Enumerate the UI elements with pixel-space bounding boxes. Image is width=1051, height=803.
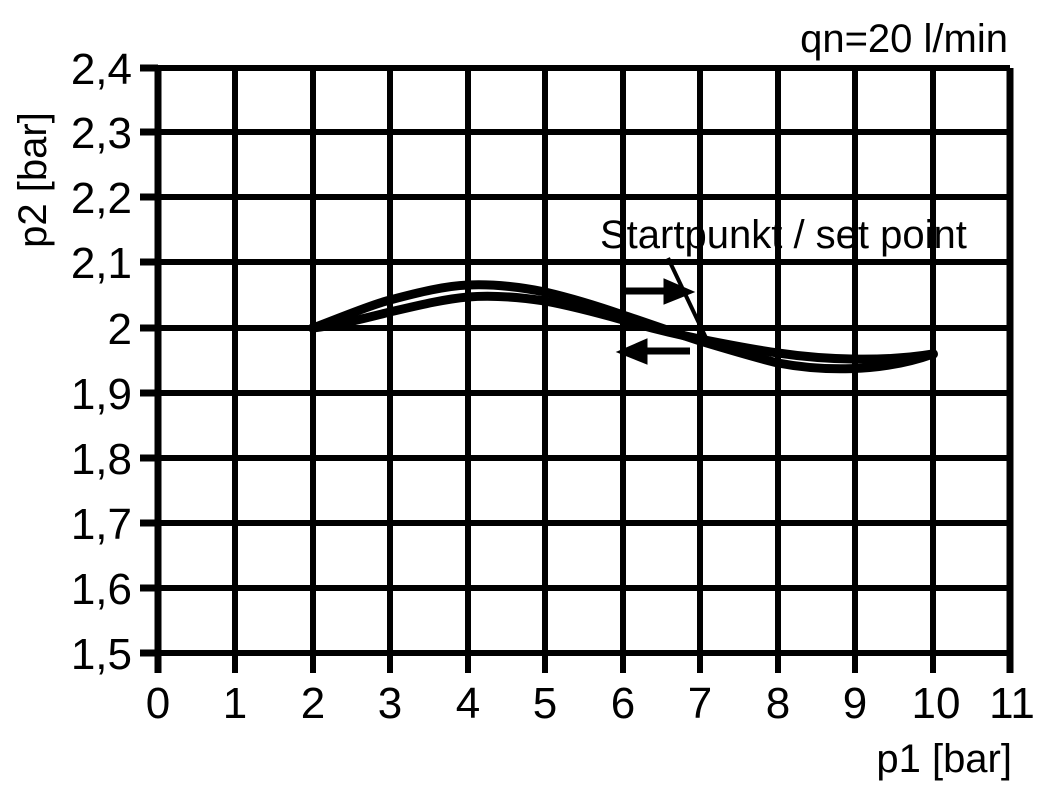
x-tick-labels: 0 1 2 3 4 5 6 7 8 9 10 11	[146, 679, 1035, 728]
xtick-label-2: 2	[301, 679, 325, 728]
xtick-label-8: 8	[766, 679, 790, 728]
xtick-label-9: 9	[843, 679, 867, 728]
arrow-left-icon	[615, 338, 690, 365]
xtick-label-3: 3	[378, 679, 402, 728]
y-axis-label: p2 [bar]	[11, 112, 55, 248]
ytick-label-2.0: 2	[108, 305, 132, 354]
start-point-marker	[308, 323, 318, 333]
ytick-label-2.1: 2,1	[71, 239, 132, 288]
ytick-label-1.7: 1,7	[71, 500, 132, 549]
xtick-label-6: 6	[611, 679, 635, 728]
ytick-label-1.5: 1,5	[71, 630, 132, 679]
xtick-label-11: 11	[989, 679, 1035, 728]
vertical-gridlines	[154, 68, 1014, 653]
xtick-label-5: 5	[533, 679, 557, 728]
ytick-label-2.4: 2,4	[71, 45, 132, 94]
y-axis-ticks	[140, 64, 158, 657]
horizontal-gridlines	[158, 65, 1010, 656]
curve-decreasing-p1	[308, 291, 938, 364]
ytick-label-2.3: 2,3	[71, 109, 132, 158]
xtick-label-1: 1	[223, 679, 247, 728]
xtick-label-7: 7	[688, 679, 712, 728]
x-axis-ticks	[154, 653, 1014, 673]
x-axis-label: p1 [bar]	[876, 737, 1012, 781]
arrow-right-icon	[625, 278, 696, 305]
ytick-label-1.9: 1,9	[71, 370, 132, 419]
xtick-label-10: 10	[912, 679, 961, 728]
y-tick-labels: 2,4 2,3 2,2 2,1 2 1,9 1,8 1,7 1,6 1,5	[71, 45, 132, 679]
curve-increasing-p1	[308, 280, 938, 374]
chart-title: qn=20 l/min	[800, 17, 1008, 61]
ytick-label-2.2: 2,2	[71, 174, 132, 223]
xtick-label-0: 0	[146, 679, 170, 728]
end-point-marker	[928, 349, 938, 359]
ytick-label-1.8: 1,8	[71, 435, 132, 484]
ytick-label-1.6: 1,6	[71, 565, 132, 614]
xtick-label-4: 4	[456, 679, 480, 728]
annotation-leader-line	[666, 257, 709, 341]
annotation-set-point-label: Startpunkt / set point	[600, 213, 967, 257]
